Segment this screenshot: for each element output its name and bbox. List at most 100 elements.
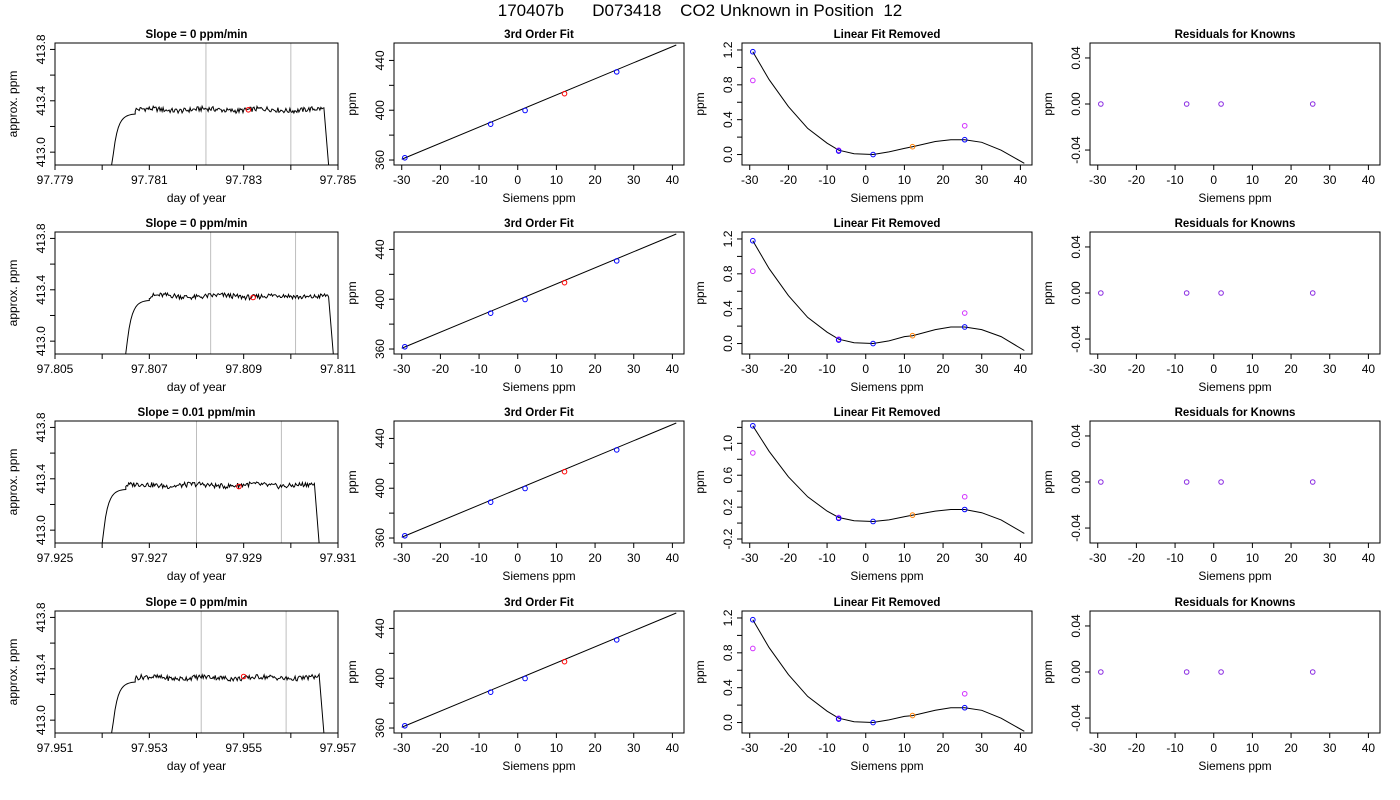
resid-1-y-tick-label: -0.04 — [1069, 136, 1083, 164]
trace-4-plot-frame — [54, 610, 339, 734]
trace-3-x-tick-label: 97.925 — [37, 551, 74, 565]
fit-3-unknown-point — [561, 468, 568, 475]
page-title: 170407b D073418 CO2 Unknown in Position … — [497, 1, 903, 20]
linear-3-y-axis-label: ppm — [693, 470, 707, 493]
linear-1-y-tick-label: 1.2 — [721, 41, 735, 58]
linear-2-curve — [752, 240, 1025, 351]
resid-1-residual-point — [1183, 101, 1190, 107]
resid-3-residual-point — [1218, 479, 1224, 485]
fit-4-y-tick-label: 440 — [373, 618, 387, 638]
trace-1-y-tick-label: 413.0 — [34, 137, 48, 167]
resid-4-x-tick-label: 20 — [1284, 741, 1298, 755]
trace-4-y-axis-label: approx. ppm — [6, 639, 20, 706]
trace-3-x-axis-label: day of year — [167, 569, 226, 583]
resid-1-x-tick-label: -10 — [1166, 173, 1184, 187]
linear-4-x-tick-label: 0 — [862, 741, 869, 755]
trace-4-x-tick-label: 97.957 — [320, 741, 357, 755]
linear-1-y-tick-label: 0.4 — [721, 111, 735, 128]
linear-4-plot-frame — [741, 610, 1033, 734]
linear-2-x-tick-label: 20 — [936, 362, 950, 376]
trace-1-x-tick-label: 97.779 — [37, 173, 74, 187]
trace-1-x-axis-label: day of year — [167, 191, 226, 205]
resid-2-x-tick-label: -10 — [1166, 362, 1184, 376]
linear-3-curve — [752, 425, 1025, 534]
resid-2-residual-point — [1098, 290, 1104, 296]
trace-2-trace-line — [125, 291, 334, 355]
fit-1-x-tick-label: -30 — [393, 173, 411, 187]
resid-1-y-tick-label: 0.00 — [1069, 92, 1083, 116]
fit-3-known-point — [487, 499, 494, 505]
linear-1-known-point — [870, 151, 876, 158]
trace-4-y-tick-label: 413.0 — [34, 705, 48, 735]
trace-1-y-tick-label: 413.8 — [34, 34, 48, 64]
linear-3-x-axis-label: Siemens ppm — [850, 569, 923, 583]
fit-1-known-point — [613, 69, 620, 75]
trace-4-x-tick-label: 97.951 — [37, 741, 74, 755]
linear-1-y-axis-label: ppm — [693, 92, 707, 115]
resid-4-x-tick-label: -10 — [1166, 741, 1184, 755]
resid-3-y-axis-label: ppm — [1041, 470, 1055, 493]
trace-2-x-tick-label: 97.805 — [37, 362, 74, 376]
fit-2-y-axis-label: ppm — [345, 281, 359, 304]
trace-2-x-tick-label: 97.807 — [131, 362, 168, 376]
trace-4-x-axis-label: day of year — [167, 759, 226, 773]
linear-3-plot-frame — [741, 420, 1033, 544]
resid-4-plot-frame — [1089, 610, 1381, 734]
linear-4-unknown-point — [909, 712, 916, 719]
trace-3-y-axis-label: approx. ppm — [6, 449, 20, 516]
resid-1-x-tick-label: 30 — [1323, 173, 1337, 187]
fit-2-x-axis-label: Siemens ppm — [502, 380, 575, 394]
fit-4-fit-line — [401, 612, 677, 728]
linear-3-known-point — [961, 506, 968, 513]
resid-2-plot-frame — [1089, 231, 1381, 355]
linear-1-x-tick-label: 30 — [975, 173, 989, 187]
fit-3-known-point — [613, 447, 620, 453]
linear-3-y-tick-label: -0.2 — [721, 528, 735, 549]
fit-1-unknown-point — [561, 90, 568, 97]
fit-2-known-point — [613, 258, 620, 264]
linear-1-x-tick-label: 10 — [898, 173, 912, 187]
linear-4-x-tick-label: -10 — [818, 741, 836, 755]
fit-2-x-tick-label: -30 — [393, 362, 411, 376]
trace-1-mean-marker — [245, 106, 252, 113]
resid-3-residual-point — [1309, 479, 1316, 485]
linear-2-x-tick-label: -20 — [780, 362, 798, 376]
resid-2-y-axis-label: ppm — [1041, 281, 1055, 304]
resid-3-x-tick-label: 0 — [1210, 551, 1217, 565]
fit-4-plot-frame — [393, 610, 685, 734]
trace-4-mean-marker — [240, 673, 247, 680]
fit-3-y-tick-label: 400 — [373, 478, 387, 498]
resid-1-residual-point — [1309, 101, 1316, 107]
fit-2-x-tick-label: 0 — [514, 362, 521, 376]
fit-4-title: 3rd Order Fit — [504, 597, 574, 609]
fit-4-x-tick-label: -20 — [432, 741, 450, 755]
linear-4-x-axis-label: Siemens ppm — [850, 759, 923, 773]
fit-1-y-tick-label: 440 — [373, 50, 387, 70]
fit-3-title: 3rd Order Fit — [504, 407, 574, 419]
fit-1-x-tick-label: 40 — [666, 173, 680, 187]
fit-2-y-tick-label: 360 — [373, 339, 387, 359]
linear-4-title: Linear Fit Removed — [834, 597, 941, 609]
linear-1-known-point — [961, 136, 968, 143]
resid-3-x-tick-label: -20 — [1128, 551, 1146, 565]
trace-1-y-tick-label: 413.4 — [34, 85, 48, 115]
fit-1-known-point — [487, 121, 494, 127]
resid-3-y-tick-label: 0.00 — [1069, 470, 1083, 494]
fit-3-y-axis-label: ppm — [345, 470, 359, 493]
linear-4-curve — [752, 619, 1025, 732]
resid-3-residual-point — [1098, 479, 1104, 485]
linear-1-known-point — [835, 148, 842, 154]
fit-4-y-axis-label: ppm — [345, 660, 359, 683]
fit-3-fit-line — [401, 422, 677, 538]
resid-2-residual-point — [1183, 290, 1190, 296]
resid-2-x-tick-label: 40 — [1362, 362, 1376, 376]
linear-4-x-tick-label: 20 — [936, 741, 950, 755]
fit-1-x-tick-label: 20 — [588, 173, 602, 187]
fit-3-x-tick-label: 20 — [588, 551, 602, 565]
resid-1-x-tick-label: -30 — [1089, 173, 1107, 187]
fit-1-known-point — [522, 107, 528, 114]
fit-2-title: 3rd Order Fit — [504, 218, 574, 230]
linear-2-known-point — [750, 237, 756, 244]
resid-4-x-tick-label: 40 — [1362, 741, 1376, 755]
linear-4-known-point — [750, 616, 756, 623]
